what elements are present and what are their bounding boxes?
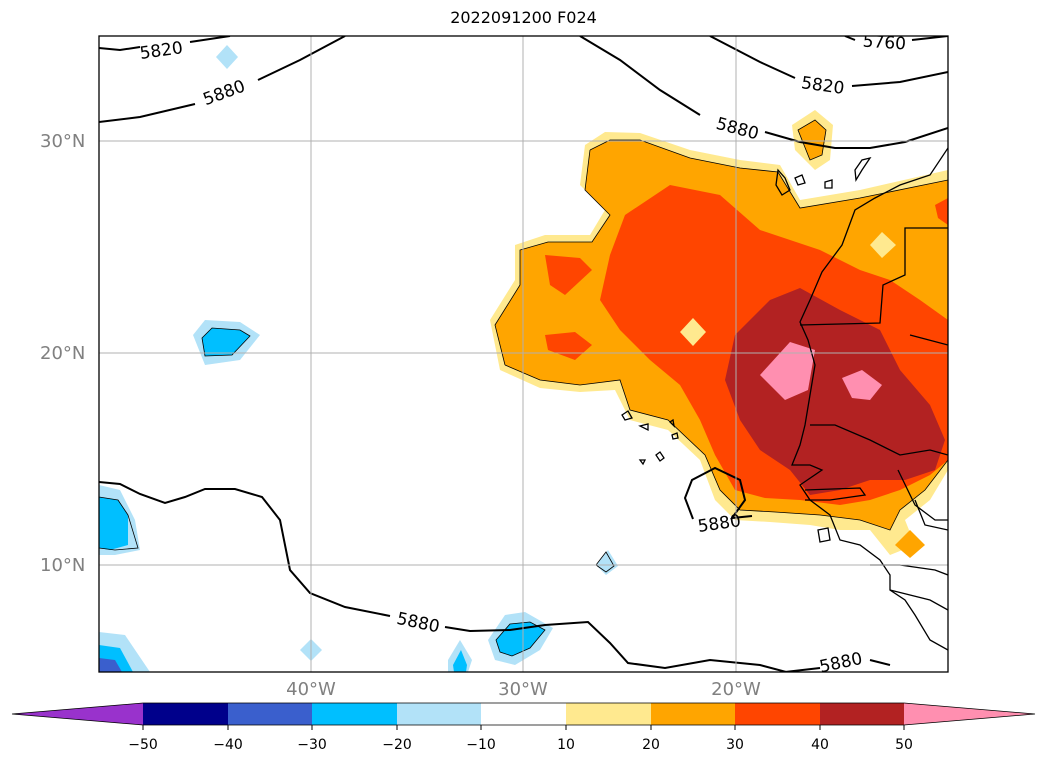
map-plot-area: 5820 5880 5760 5820 5880 5880 5880 5880: [99, 32, 948, 678]
colorbar-segment: [228, 703, 312, 725]
colorbar-extend-high: [904, 703, 1035, 725]
height-contours: [99, 36, 948, 672]
colorbar-tick: 50: [895, 737, 913, 753]
colorbar-segment: [820, 703, 904, 725]
lon-label-20w: 20°W: [711, 679, 761, 700]
colorbar-segment: [481, 703, 566, 725]
colorbar: [11, 702, 1036, 730]
colorbar-tick: −10: [466, 737, 496, 753]
colorbar-tick: −30: [297, 737, 327, 753]
colorbar-segment: [566, 703, 651, 725]
colorbar-extend-low: [12, 703, 143, 725]
map-frame: [98, 35, 949, 673]
colorbar-tick: 10: [557, 737, 575, 753]
negative-anomaly-shading: [99, 45, 618, 672]
colorbar-segment: [143, 703, 228, 725]
colorbar-tick: 20: [642, 737, 660, 753]
colorbar-tick: −20: [382, 737, 412, 753]
coastlines: [621, 147, 948, 651]
lon-label-30w: 30°W: [498, 679, 548, 700]
colorbar-tick: 40: [811, 737, 829, 753]
positive-anomaly-shading: [490, 110, 948, 558]
colorbar-segment: [312, 703, 397, 725]
map-title: 2022091200 F024: [450, 8, 597, 27]
colorbar-tick: 30: [726, 737, 744, 753]
contour-label: 5880: [818, 649, 864, 678]
colorbar-segment: [651, 703, 735, 725]
lat-label-30n: 30°N: [40, 131, 86, 152]
lat-label-10n: 10°N: [40, 555, 86, 576]
colorbar-segment: [397, 703, 481, 725]
lon-label-40w: 40°W: [286, 679, 336, 700]
colorbar-tick: −50: [128, 737, 158, 753]
colorbar-segment: [735, 703, 820, 725]
contour-label: 5760: [862, 32, 907, 55]
lat-label-20n: 20°N: [40, 343, 86, 364]
colorbar-tick: −40: [213, 737, 243, 753]
graticule: [99, 36, 948, 672]
anomaly-contours: [99, 119, 948, 657]
